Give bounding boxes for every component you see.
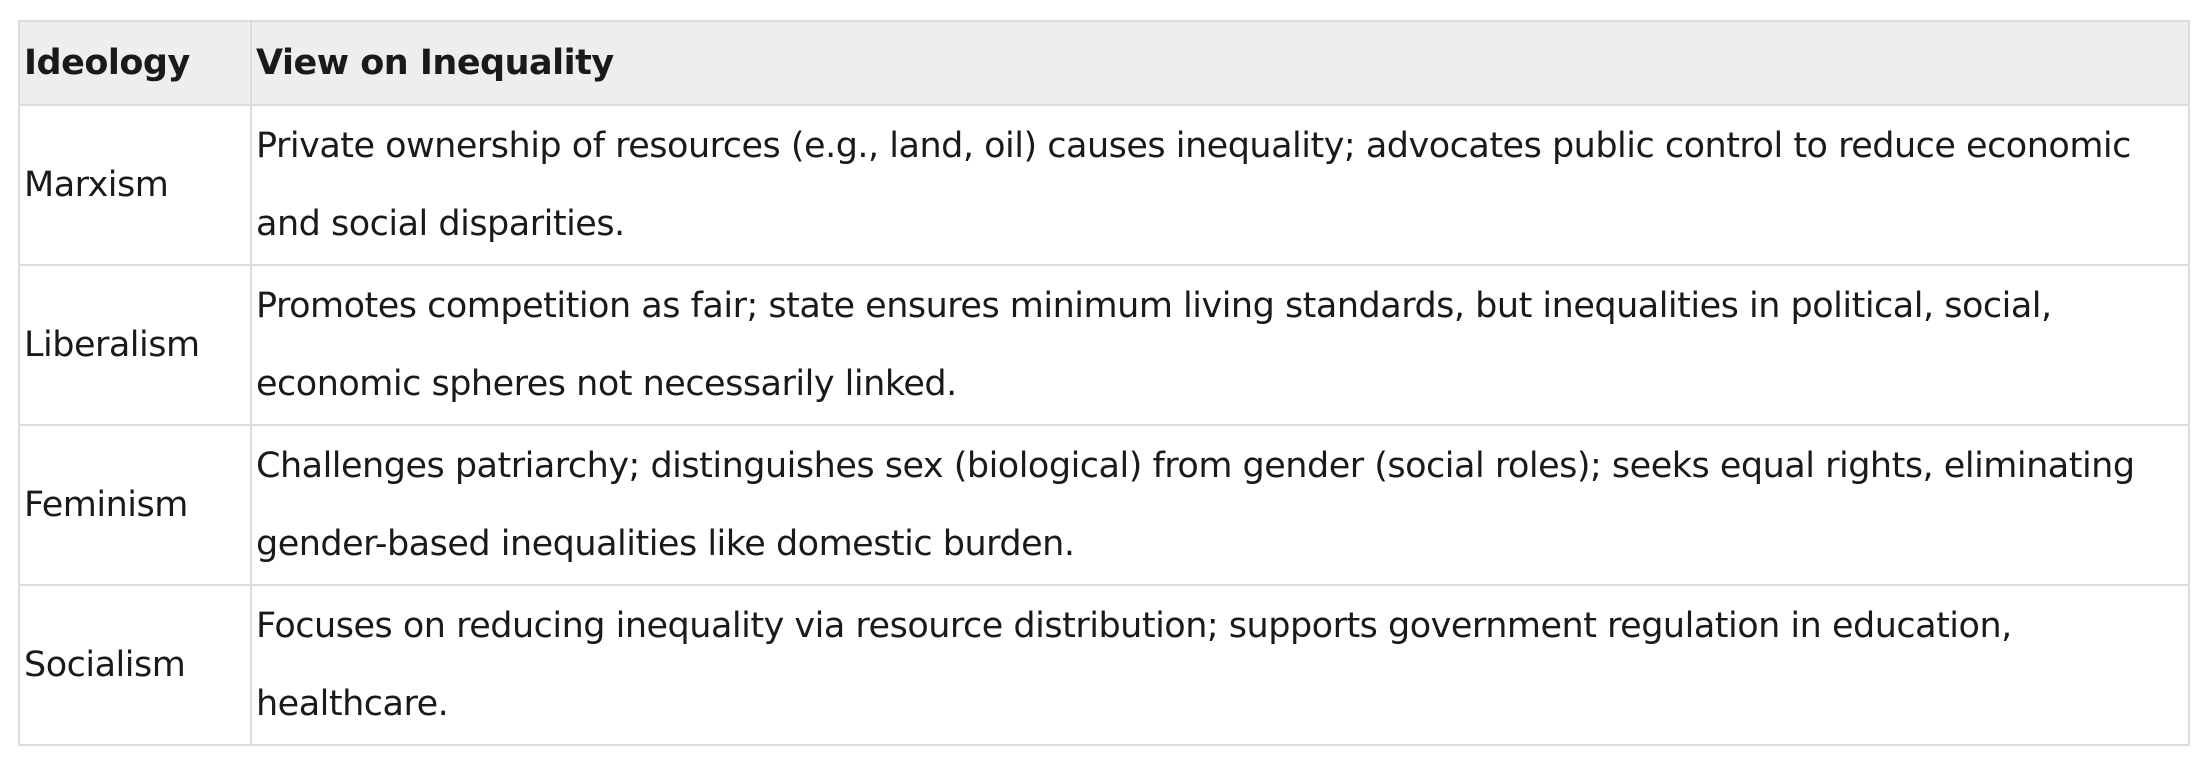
view-cell-marxism: Private ownership of resources (e.g., la… [250, 104, 2190, 266]
table-row: Socialism Focuses on reducing inequality… [18, 584, 2190, 746]
table-header-row: Ideology View on Inequality [18, 20, 2190, 106]
ideology-cell-marxism: Marxism [18, 104, 252, 266]
ideology-inequality-table: Ideology View on Inequality Marxism Priv… [18, 20, 2190, 746]
table-row: Feminism Challenges patriarchy; distingu… [18, 424, 2190, 586]
ideology-cell-feminism: Feminism [18, 424, 252, 586]
table-row: Marxism Private ownership of resources (… [18, 104, 2190, 266]
ideology-cell-liberalism: Liberalism [18, 264, 252, 426]
view-cell-feminism: Challenges patriarchy; distinguishes sex… [250, 424, 2190, 586]
header-view-on-inequality: View on Inequality [250, 20, 2190, 106]
view-cell-socialism: Focuses on reducing inequality via resou… [250, 584, 2190, 746]
ideology-table-container: Ideology View on Inequality Marxism Priv… [18, 20, 2190, 746]
header-ideology: Ideology [18, 20, 252, 106]
view-cell-liberalism: Promotes competition as fair; state ensu… [250, 264, 2190, 426]
table-row: Liberalism Promotes competition as fair;… [18, 264, 2190, 426]
ideology-cell-socialism: Socialism [18, 584, 252, 746]
